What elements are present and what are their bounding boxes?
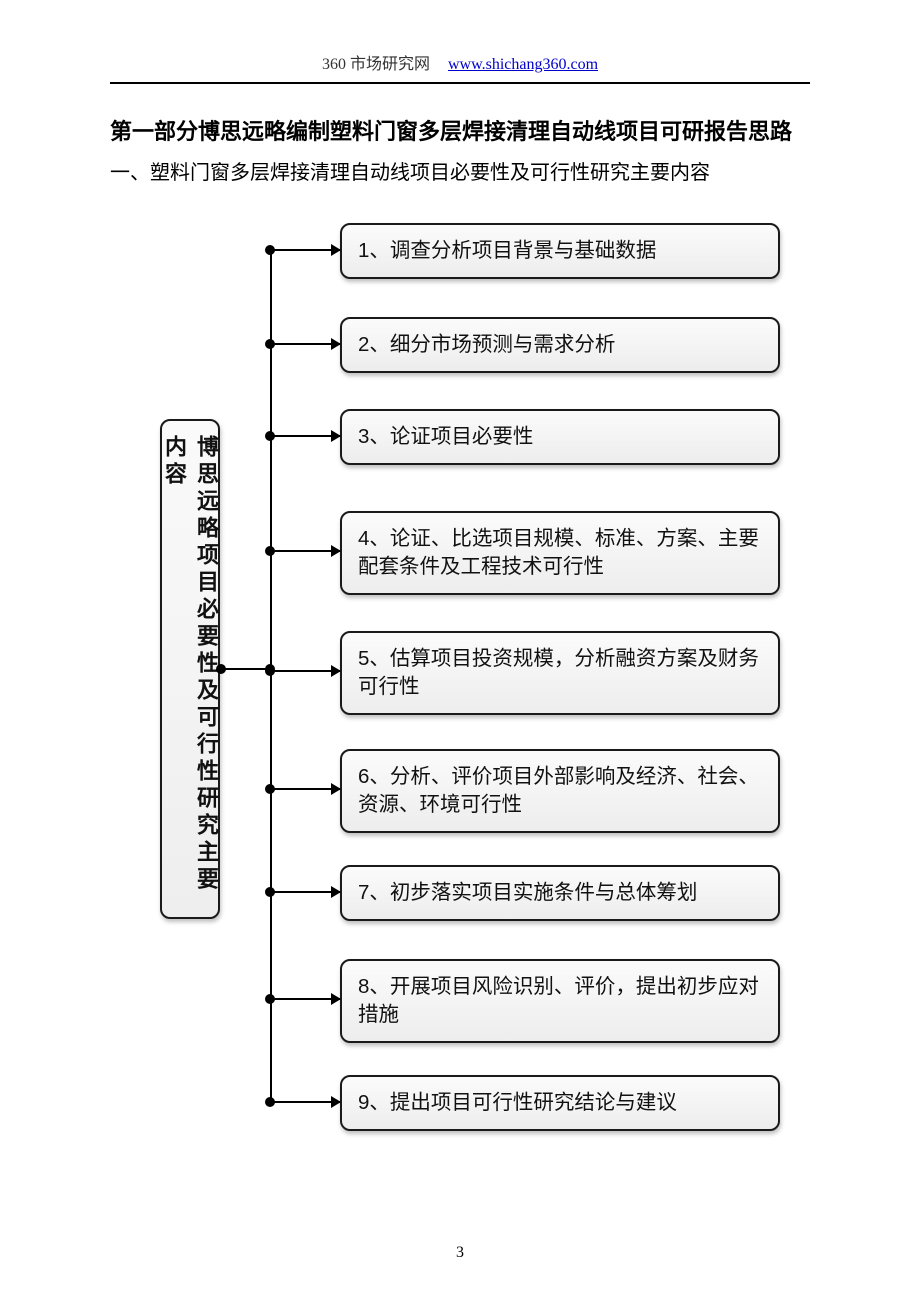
section-title: 第一部分博思远略编制塑料门窗多层焊接清理自动线项目可研报告思路 [110, 114, 810, 149]
section-subtitle: 一、塑料门窗多层焊接清理自动线项目必要性及可行性研究主要内容 [110, 157, 810, 189]
diagram-branch-dot-8 [265, 994, 275, 1004]
diagram-leaf-2: 2、细分市场预测与需求分析 [340, 317, 780, 373]
diagram-leaf-8: 8、开展项目风险识别、评价，提出初步应对措施 [340, 959, 780, 1042]
diagram-leaf-5: 5、估算项目投资规模，分析融资方案及财务可行性 [340, 631, 780, 714]
diagram-branch-dot-4 [265, 546, 275, 556]
diagram-branch-dot-3 [265, 431, 275, 441]
diagram-leaf-9: 9、提出项目可行性研究结论与建议 [340, 1075, 780, 1131]
diagram-leaf-7: 7、初步落实项目实施条件与总体筹划 [340, 865, 780, 921]
diagram-branch-5 [270, 670, 340, 672]
diagram-branch-dot-1 [265, 245, 275, 255]
header-site-name: 360 市场研究网 [322, 56, 430, 73]
diagram-branch-7 [270, 891, 340, 893]
diagram-leaf-4: 4、论证、比选项目规模、标准、方案、主要配套条件及工程技术可行性 [340, 511, 780, 594]
diagram-leaf-1: 1、调查分析项目背景与基础数据 [340, 223, 780, 279]
diagram-branch-3 [270, 435, 340, 437]
diagram-branch-9 [270, 1101, 340, 1103]
diagram-branch-dot-6 [265, 784, 275, 794]
diagram-leaf-3: 3、论证项目必要性 [340, 409, 780, 465]
diagram-root-box: 博思远略项目必要性及可行性研究主要内容 [160, 419, 220, 919]
diagram-branch-4 [270, 550, 340, 552]
root-connector-dot-left [216, 664, 226, 674]
page-number: 3 [0, 1244, 920, 1262]
diagram-branch-dot-5 [265, 666, 275, 676]
diagram-branch-6 [270, 788, 340, 790]
diagram-branch-dot-9 [265, 1097, 275, 1107]
page-header: 360 市场研究网 www.shichang360.com [110, 50, 810, 84]
root-connector-line [220, 668, 270, 670]
diagram-branch-dot-2 [265, 339, 275, 349]
flow-diagram: 博思远略项目必要性及可行性研究主要内容 1、调查分析项目背景与基础数据 2、细分市… [130, 209, 830, 1109]
diagram-trunk-line [270, 250, 272, 1102]
diagram-branch-1 [270, 249, 340, 251]
diagram-branch-2 [270, 343, 340, 345]
diagram-branch-dot-7 [265, 887, 275, 897]
header-url-link[interactable]: www.shichang360.com [448, 56, 598, 73]
diagram-branch-8 [270, 998, 340, 1000]
diagram-leaf-6: 6、分析、评价项目外部影响及经济、社会、资源、环境可行性 [340, 749, 780, 832]
diagram-root-label: 博思远略项目必要性及可行性研究主要内容 [158, 435, 222, 903]
